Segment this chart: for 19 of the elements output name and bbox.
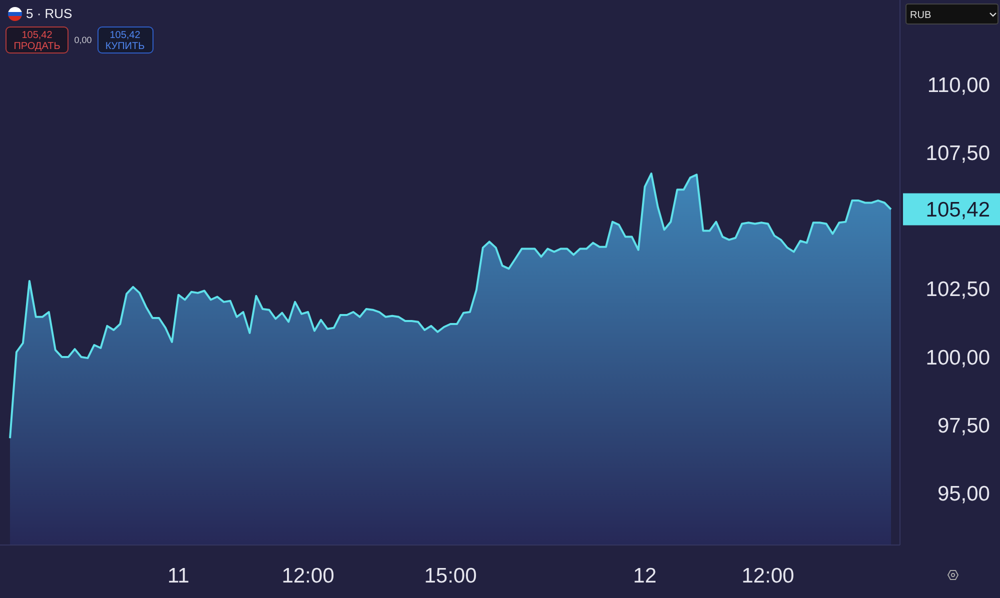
y-tick-label: 97,50 (937, 414, 990, 438)
annotation: 0,00 (74, 35, 92, 45)
annotation: КУПИТЬ (105, 41, 146, 52)
x-tick-label: 12:00 (282, 564, 334, 588)
annotation: 105,42 (22, 30, 53, 41)
y-tick-label: 100,00 (926, 346, 990, 370)
x-tick-label: 12 (633, 564, 657, 588)
x-tick-label: 15:00 (424, 564, 477, 588)
y-tick-label: 110,00 (927, 74, 990, 97)
x-tick-label: 11 (168, 564, 190, 588)
y-tick-label: 95,00 (937, 482, 990, 506)
y-tick-label: 102,50 (926, 278, 990, 302)
annotation: 105,42 (110, 30, 141, 41)
x-tick-label: 12:00 (742, 564, 794, 588)
annotation: ПРОДАТЬ (14, 41, 61, 52)
text: 105,42 (926, 198, 990, 222)
text: RUB (910, 10, 932, 21)
y-tick-label: 107,50 (926, 142, 990, 165)
text: 5 · RUS (26, 6, 73, 21)
